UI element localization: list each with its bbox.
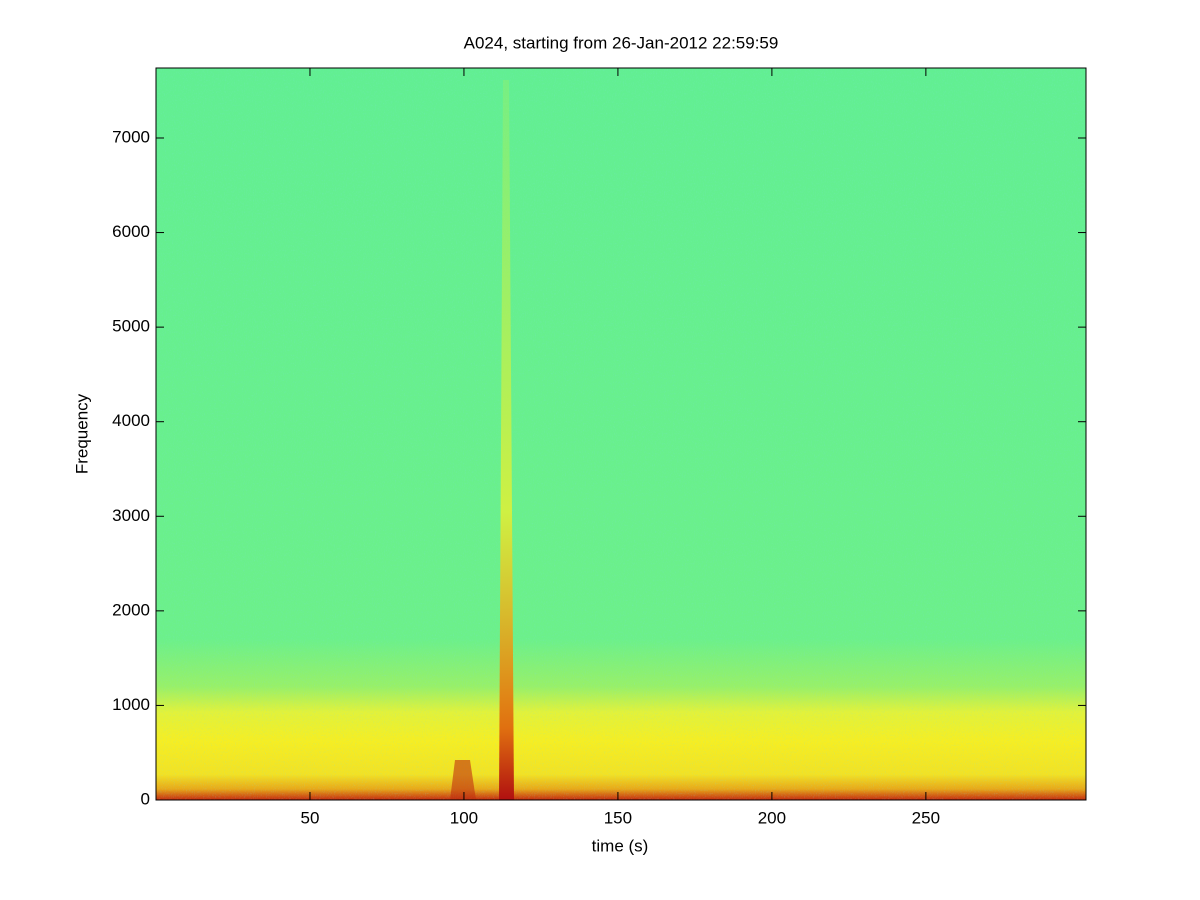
spectrogram-burst: [450, 760, 476, 800]
spectrogram-spike: [499, 80, 514, 800]
y-tick-label: 0: [141, 789, 150, 808]
y-tick-label: 2000: [112, 600, 150, 619]
spectrogram-noise: [156, 68, 1086, 800]
y-tick-label: 6000: [112, 222, 150, 241]
x-tick-label: 100: [450, 808, 478, 827]
x-tick-label: 200: [758, 808, 786, 827]
x-tick-label: 50: [301, 808, 320, 827]
x-tick-label: 250: [912, 808, 940, 827]
y-tick-label: 3000: [112, 506, 150, 525]
y-tick-label: 7000: [112, 127, 150, 146]
x-axis-label: time (s): [592, 836, 649, 855]
y-tick-label: 5000: [112, 317, 150, 336]
x-tick-label: 150: [604, 808, 632, 827]
y-tick-label: 1000: [112, 695, 150, 714]
spectrogram-image: [156, 68, 1086, 800]
y-tick-label: 4000: [112, 411, 150, 430]
plot-frame: [155, 67, 1087, 801]
y-axis-label: Frequency: [72, 393, 91, 474]
chart-title: A024, starting from 26-Jan-2012 22:59:59: [464, 33, 779, 52]
